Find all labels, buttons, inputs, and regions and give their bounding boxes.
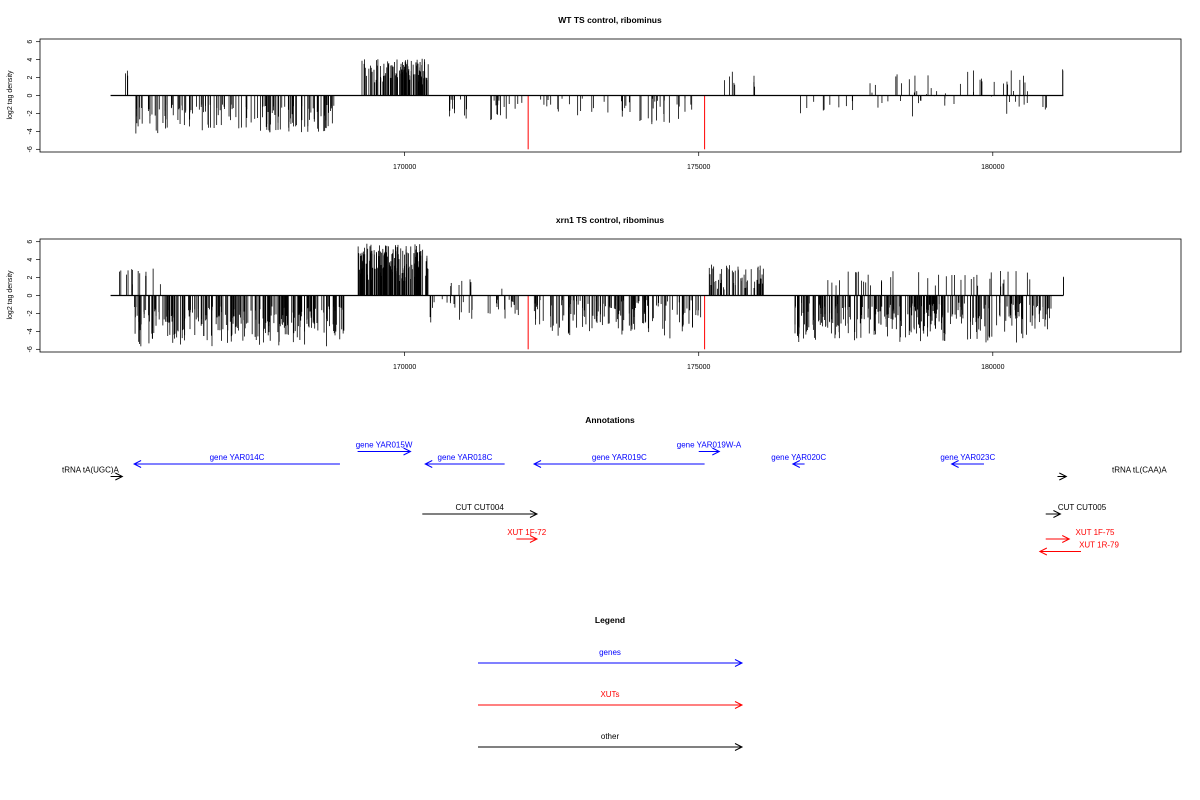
feature-label: tRNA tA(UGC)A (62, 466, 120, 475)
arrow-head (950, 460, 959, 468)
annotation-genes-1: gene YAR014C (132, 453, 340, 468)
y-tick-label: -6 (27, 146, 34, 152)
arrow-head (424, 460, 433, 468)
arrow-head (1059, 472, 1068, 481)
arrow-head (532, 460, 542, 468)
legend-label: XUTs (600, 690, 619, 699)
arrow-head (115, 472, 124, 481)
feature-label: gene YAR019W-A (677, 441, 742, 450)
feature-label: tRNA tL(CAA)A (1112, 466, 1167, 475)
legend-title: Legend (595, 615, 625, 625)
y-tick-label: 0 (27, 293, 34, 297)
annotation-other-8: tRNA tL(CAA)A (1057, 466, 1167, 481)
y-tick-label: 0 (27, 93, 34, 97)
panel-title: xrn1 TS control, ribominus (556, 215, 664, 225)
density-bars (110, 243, 1064, 350)
annotation-other-10: CUT CUT005 (1045, 503, 1107, 518)
y-tick-label: 2 (27, 76, 34, 80)
x-tick-label: 175000 (687, 364, 710, 371)
arrow-head (1038, 547, 1048, 556)
annotations-panel: Annotations tRNA tA(UGC)A gene YAR014C gen… (62, 415, 1167, 556)
annotation-genes-2: gene YAR015W (356, 441, 413, 456)
arrow-head (1062, 535, 1071, 543)
legend-entries: genes XUTs other (478, 648, 744, 751)
y-axis-label: log2 tag density (7, 70, 14, 120)
arrow-head (529, 535, 539, 543)
feature-label: gene YAR019C (592, 453, 647, 462)
annotation-genes-6: gene YAR020C (771, 453, 826, 468)
y-tick-label: -4 (27, 128, 34, 134)
feature-label: gene YAR018C (438, 453, 493, 462)
y-tick-label: 2 (27, 276, 34, 280)
panel-title: WT TS control, ribominus (558, 15, 662, 25)
x-tick-label: 170000 (393, 164, 416, 171)
feature-label: XUT 1R-79 (1079, 541, 1119, 550)
arrow-head (403, 447, 412, 456)
y-axis: 6 4 2 0 -2 -4 -6 (27, 240, 40, 352)
feature-label: CUT CUT004 (455, 503, 504, 512)
y-tick-label: -2 (27, 310, 34, 316)
legend-label: other (601, 732, 620, 741)
feature-label: XUT 1F-75 (1076, 528, 1116, 537)
legend-item-xuts: XUTs (478, 690, 744, 709)
y-axis-label: log2 tag density (7, 270, 14, 320)
y-tick-label: 4 (27, 258, 34, 262)
x-tick-label: 180000 (981, 364, 1004, 371)
legend-arrow-head (734, 701, 744, 709)
y-tick-label: 6 (27, 40, 34, 44)
legend-item-genes: genes (478, 648, 744, 667)
arrow-head (1053, 510, 1062, 518)
x-tick-label: 175000 (687, 164, 710, 171)
annotation-genes-3: gene YAR018C (424, 453, 505, 468)
arrow-head (791, 460, 801, 468)
y-tick-label: -4 (27, 328, 34, 334)
y-tick-label: 6 (27, 240, 34, 244)
annotation-xuts-11: XUT 1F-72 (507, 528, 547, 543)
arrow-head (132, 460, 142, 468)
annotation-genes-4: gene YAR019C (532, 453, 705, 468)
x-axis: 170000 175000 180000 (393, 152, 1005, 171)
x-tick-label: 180000 (981, 164, 1004, 171)
feature-label: gene YAR014C (210, 453, 265, 462)
wt-density-panel: WT TS control, ribominus log2 tag densit… (7, 15, 1182, 171)
legend-label: genes (599, 648, 621, 657)
annotation-xuts-13: XUT 1R-79 (1038, 541, 1119, 556)
feature-label: CUT CUT005 (1058, 503, 1107, 512)
legend-arrow-head (734, 659, 744, 667)
annotation-other-9: CUT CUT004 (422, 503, 539, 518)
legend-item-other: other (478, 732, 744, 751)
feature-label: gene YAR015W (356, 441, 413, 450)
xrn1-density-panel: xrn1 TS control, ribominus log2 tag dens… (7, 215, 1182, 371)
feature-label: gene YAR023C (940, 453, 995, 462)
y-tick-label: -6 (27, 346, 34, 352)
arrow-head (712, 447, 721, 456)
feature-label: XUT 1F-72 (507, 528, 547, 537)
y-tick-label: 4 (27, 58, 34, 62)
arrow-head (529, 510, 539, 518)
x-axis: 170000 175000 180000 (393, 352, 1005, 371)
annotation-xuts-12: XUT 1F-75 (1045, 528, 1116, 543)
annotation-genes-7: gene YAR023C (940, 453, 995, 468)
legend-panel: Legend genes XUTs other (478, 615, 744, 751)
legend-arrow-head (734, 743, 744, 751)
density-bars (110, 58, 1064, 150)
annotation-genes-5: gene YAR019W-A (677, 441, 742, 456)
x-tick-label: 170000 (393, 364, 416, 371)
annotation-other-0: tRNA tA(UGC)A (62, 466, 124, 481)
annotations-title: Annotations (585, 415, 635, 425)
y-axis: 6 4 2 0 -2 -4 -6 (27, 40, 40, 152)
y-tick-label: -2 (27, 110, 34, 116)
feature-label: gene YAR020C (771, 453, 826, 462)
annotation-features: tRNA tA(UGC)A gene YAR014C gene YAR015W gen… (62, 441, 1167, 556)
